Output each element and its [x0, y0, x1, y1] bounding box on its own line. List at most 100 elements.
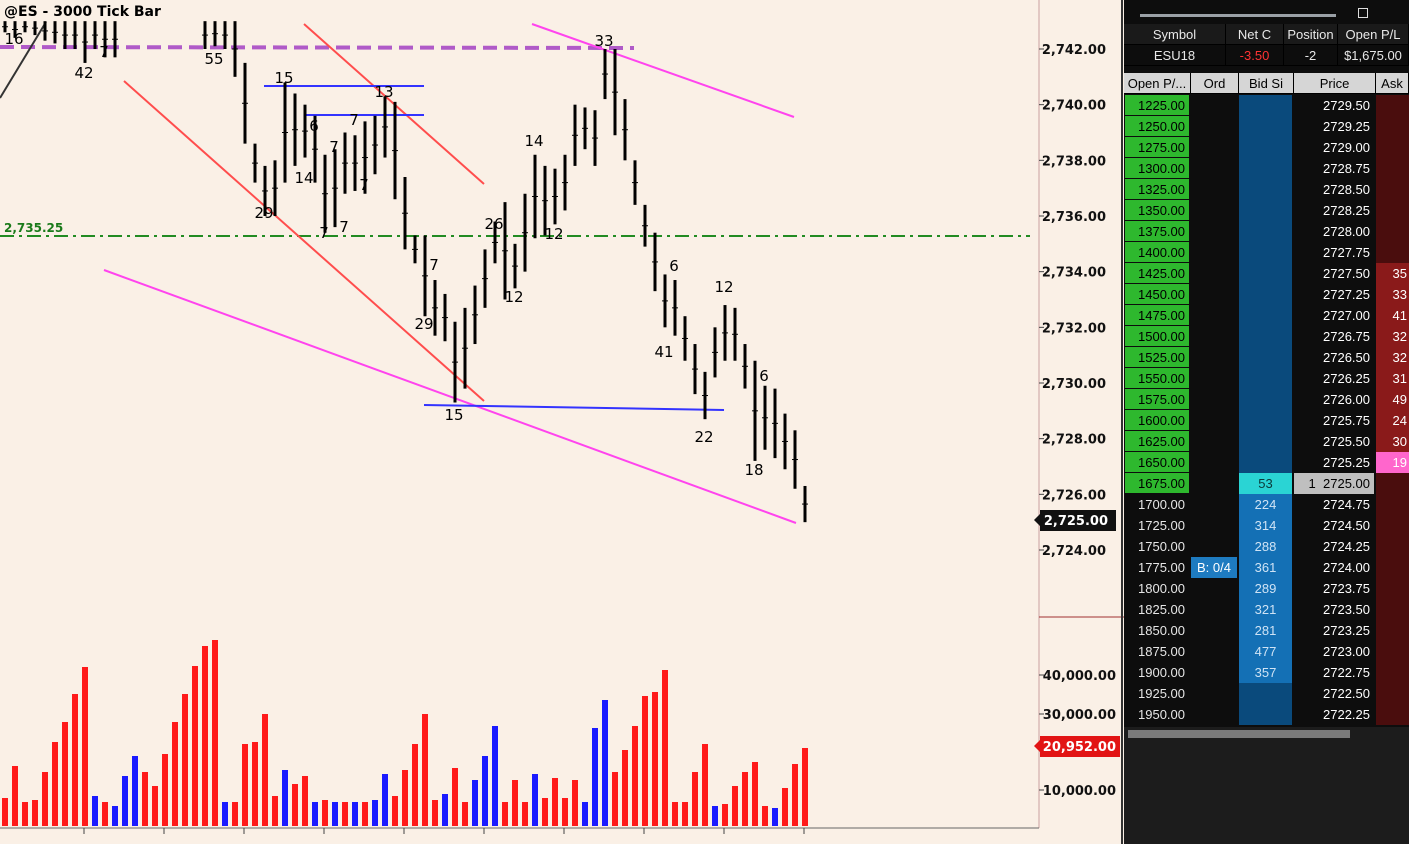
ladder-price[interactable]: 2722.75	[1323, 665, 1370, 680]
ladder-bid-size[interactable]	[1239, 200, 1292, 221]
ladder-price[interactable]: 2725.50	[1323, 434, 1370, 449]
ladder-order-cell[interactable]	[1191, 662, 1237, 683]
ladder-order-cell[interactable]	[1191, 515, 1237, 536]
ladder-order-cell[interactable]	[1191, 389, 1237, 410]
ladder-ask-size[interactable]	[1376, 536, 1409, 557]
ladder-ask-size[interactable]	[1376, 662, 1409, 683]
ladder-ask-size[interactable]	[1376, 578, 1409, 599]
ladder-header-open-pl[interactable]: Open P/...	[1124, 73, 1191, 94]
ladder-price[interactable]: 2723.50	[1323, 602, 1370, 617]
ladder-order-cell[interactable]	[1191, 179, 1237, 200]
ladder-row[interactable]: 1875.00 477 2723.00	[1124, 641, 1409, 662]
ladder-price[interactable]: 2722.25	[1323, 707, 1370, 722]
ladder-order-cell[interactable]	[1191, 683, 1237, 704]
ladder-bid-size[interactable]	[1239, 221, 1292, 242]
header-net-change[interactable]: Net C	[1226, 24, 1284, 45]
ladder-bid-size[interactable]	[1239, 452, 1292, 473]
ladder-price[interactable]: 2729.50	[1323, 98, 1370, 113]
depth-of-market-panel[interactable]: Symbol Net C Position Open P/L ESU18 -3.…	[1124, 0, 1409, 844]
ladder-ask-size[interactable]	[1376, 116, 1409, 137]
ladder-row[interactable]: 1775.00 B: 0/4 361 2724.00	[1124, 557, 1409, 578]
ladder-bid-size[interactable]: 357	[1239, 662, 1292, 683]
ladder-price[interactable]: 2729.25	[1323, 119, 1370, 134]
ladder-order-cell[interactable]	[1191, 284, 1237, 305]
ladder-price[interactable]: 2723.25	[1323, 623, 1370, 638]
ladder-row[interactable]: 1350.00 2728.25	[1124, 200, 1409, 221]
ladder-row[interactable]: 1500.00 2726.75 32	[1124, 326, 1409, 347]
ladder-row[interactable]: 1400.00 2727.75	[1124, 242, 1409, 263]
ladder-row[interactable]: 1625.00 2725.50 30	[1124, 431, 1409, 452]
ladder-price[interactable]: 2727.25	[1323, 287, 1370, 302]
ladder-row[interactable]: 1950.00 2722.25	[1124, 704, 1409, 725]
ladder-order-cell[interactable]	[1191, 410, 1237, 431]
ladder-bid-size[interactable]: 477	[1239, 641, 1292, 662]
ladder-price[interactable]: 2728.50	[1323, 182, 1370, 197]
ladder-order-cell[interactable]	[1191, 473, 1237, 494]
ladder-ask-size[interactable]	[1376, 179, 1409, 200]
ladder-price[interactable]: 2726.75	[1323, 329, 1370, 344]
ladder-price[interactable]: 2726.25	[1323, 371, 1370, 386]
ladder-order-cell[interactable]	[1191, 494, 1237, 515]
ladder-order-cell[interactable]	[1191, 305, 1237, 326]
ladder-ask-size[interactable]: 49	[1376, 389, 1409, 410]
ladder-bid-size[interactable]: 281	[1239, 620, 1292, 641]
ladder-row[interactable]: 1250.00 2729.25	[1124, 116, 1409, 137]
ladder-price[interactable]: 2726.50	[1323, 350, 1370, 365]
ladder-row[interactable]: 1450.00 2727.25 33	[1124, 284, 1409, 305]
ladder-ask-size[interactable]: 31	[1376, 368, 1409, 389]
ladder-bid-size[interactable]	[1239, 305, 1292, 326]
ladder-row[interactable]: 1600.00 2725.75 24	[1124, 410, 1409, 431]
ladder-bid-size[interactable]: 53	[1239, 473, 1292, 494]
ladder-bid-size[interactable]	[1239, 116, 1292, 137]
ladder-price[interactable]: 2724.50	[1323, 518, 1370, 533]
ladder-bid-size[interactable]	[1239, 683, 1292, 704]
ladder-bid-size[interactable]: 361	[1239, 557, 1292, 578]
ladder-row[interactable]: 1700.00 224 2724.75	[1124, 494, 1409, 515]
maximize-icon[interactable]	[1358, 8, 1368, 18]
ladder-bid-size[interactable]	[1239, 368, 1292, 389]
ladder-order-cell[interactable]	[1191, 431, 1237, 452]
ladder-bid-size[interactable]: 224	[1239, 494, 1292, 515]
ladder-row[interactable]: 1725.00 314 2724.50	[1124, 515, 1409, 536]
ladder-price[interactable]: 2724.00	[1323, 560, 1370, 575]
ladder-price[interactable]: 2722.50	[1323, 686, 1370, 701]
ladder-header-price[interactable]: Price	[1294, 73, 1376, 94]
ladder-bid-size[interactable]	[1239, 389, 1292, 410]
ladder-row[interactable]: 1300.00 2728.75	[1124, 158, 1409, 179]
ladder-price[interactable]: 2724.75	[1323, 497, 1370, 512]
ladder-row[interactable]: 1900.00 357 2722.75	[1124, 662, 1409, 683]
ladder-order-cell[interactable]	[1191, 620, 1237, 641]
ladder-bid-size[interactable]	[1239, 326, 1292, 347]
ladder-price[interactable]: 2725.25	[1323, 455, 1370, 470]
ladder-row[interactable]: 1925.00 2722.50	[1124, 683, 1409, 704]
ladder-order-cell[interactable]	[1191, 536, 1237, 557]
ladder-ask-size[interactable]	[1376, 620, 1409, 641]
ladder-ask-size[interactable]: 41	[1376, 305, 1409, 326]
ladder-bid-size[interactable]	[1239, 158, 1292, 179]
ladder-bid-size[interactable]	[1239, 179, 1292, 200]
chart-panel[interactable]: 16 42 7 55 15 13 6 7 7 7 14 29 7 7 7 29 26 12 14 12 33 6 41 12 6…	[0, 0, 1124, 844]
ladder-order-cell[interactable]	[1191, 200, 1237, 221]
ladder-order-cell[interactable]	[1191, 158, 1237, 179]
ladder-ask-size[interactable]: 35	[1376, 263, 1409, 284]
ladder-price[interactable]: 2728.25	[1323, 203, 1370, 218]
ladder-ask-size[interactable]: 32	[1376, 347, 1409, 368]
ladder-ask-size[interactable]	[1376, 641, 1409, 662]
ladder-ask-size[interactable]: 30	[1376, 431, 1409, 452]
ladder-row[interactable]: 1650.00 2725.25 19	[1124, 452, 1409, 473]
header-open-pl[interactable]: Open P/L	[1338, 24, 1409, 45]
ladder-ask-size[interactable]	[1376, 158, 1409, 179]
ladder-price[interactable]: 2729.00	[1323, 140, 1370, 155]
ladder-row[interactable]: 1750.00 288 2724.25	[1124, 536, 1409, 557]
ladder-bid-size[interactable]: 321	[1239, 599, 1292, 620]
ladder-row[interactable]: 1375.00 2728.00	[1124, 221, 1409, 242]
ladder-price[interactable]: 2725.75	[1323, 413, 1370, 428]
ladder-order-cell[interactable]	[1191, 95, 1237, 116]
ladder-row[interactable]: 1425.00 2727.50 35	[1124, 263, 1409, 284]
ladder-ask-size[interactable]	[1376, 200, 1409, 221]
ladder-order-cell[interactable]	[1191, 326, 1237, 347]
ladder-price[interactable]: 2727.00	[1323, 308, 1370, 323]
ladder-price[interactable]: 2727.75	[1323, 245, 1370, 260]
ladder-row[interactable]: 1225.00 2729.50	[1124, 95, 1409, 116]
